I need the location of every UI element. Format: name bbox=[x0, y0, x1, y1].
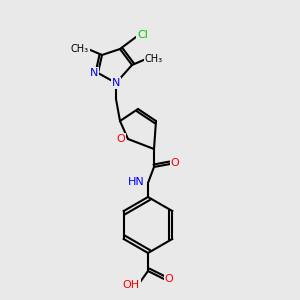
Text: CH₃: CH₃ bbox=[145, 54, 163, 64]
Text: N: N bbox=[112, 78, 120, 88]
Text: Cl: Cl bbox=[138, 30, 148, 40]
Text: CH₃: CH₃ bbox=[71, 44, 89, 54]
Text: OH: OH bbox=[122, 280, 140, 290]
Text: O: O bbox=[117, 134, 125, 144]
Text: HN: HN bbox=[128, 177, 144, 187]
Text: O: O bbox=[165, 274, 173, 284]
Text: N: N bbox=[90, 68, 98, 78]
Text: O: O bbox=[171, 158, 179, 168]
